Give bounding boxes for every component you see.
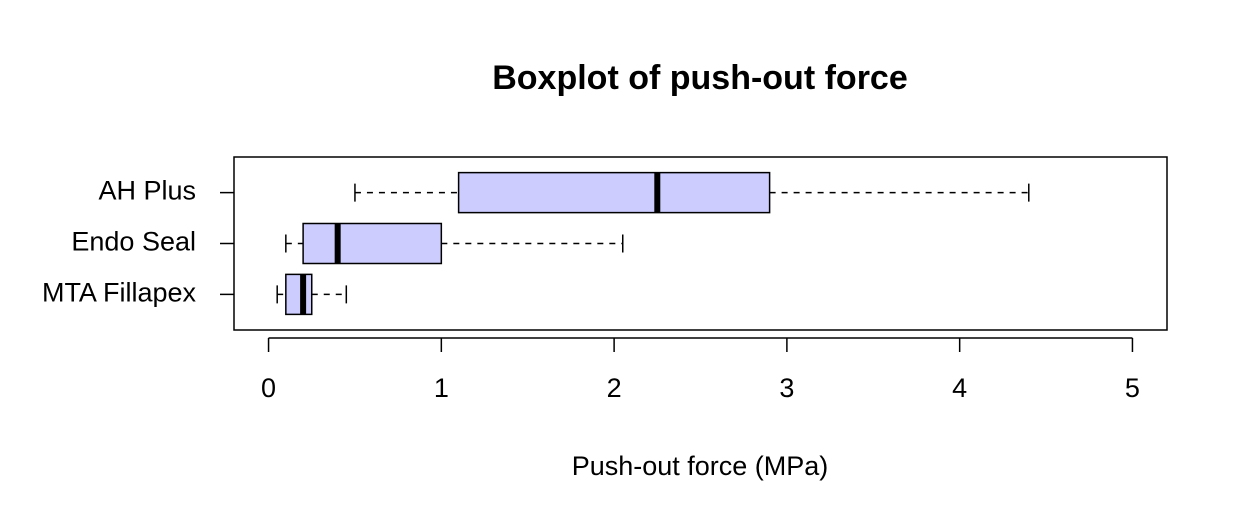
x-tick-label: 5 (1125, 373, 1140, 403)
y-tick-label: Endo Seal (71, 227, 196, 257)
box (302, 222, 443, 265)
x-tick-label: 4 (952, 373, 967, 403)
x-tick-label: 0 (261, 373, 276, 403)
y-tick-label: MTA Fillapex (42, 278, 197, 308)
x-tick-label: 1 (434, 373, 449, 403)
x-axis-label: Push-out force (MPa) (572, 451, 829, 481)
chart-title: Boxplot of push-out force (492, 59, 908, 97)
x-tick-label: 3 (779, 373, 794, 403)
y-tick-label: AH Plus (98, 176, 196, 206)
box (285, 273, 313, 316)
box (457, 171, 771, 214)
x-tick-label: 2 (607, 373, 622, 403)
